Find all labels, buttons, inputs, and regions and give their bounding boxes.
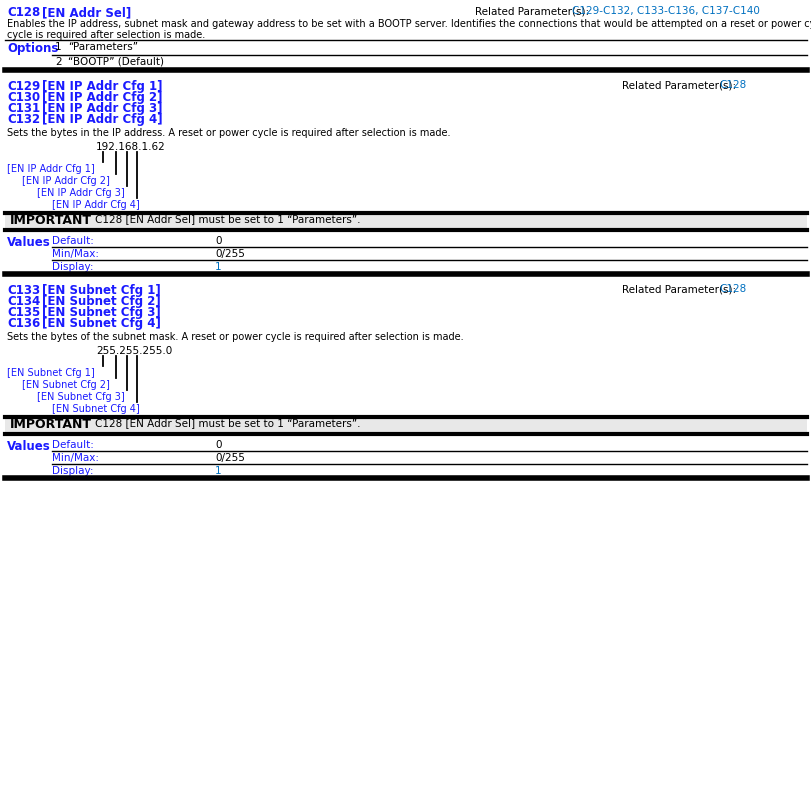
Text: 1: 1 bbox=[215, 262, 221, 272]
Text: [EN Subnet Cfg 1]: [EN Subnet Cfg 1] bbox=[7, 368, 95, 378]
Text: [EN Addr Sel]: [EN Addr Sel] bbox=[42, 6, 131, 19]
Text: C130: C130 bbox=[7, 91, 40, 104]
Text: C128: C128 bbox=[718, 284, 745, 294]
Text: C136: C136 bbox=[7, 317, 41, 330]
Text: 0: 0 bbox=[215, 236, 221, 246]
Text: C129-C132, C133-C136, C137-C140: C129-C132, C133-C136, C137-C140 bbox=[571, 6, 759, 16]
Text: IMPORTANT: IMPORTANT bbox=[10, 418, 92, 431]
Text: [EN Subnet Cfg 3]: [EN Subnet Cfg 3] bbox=[42, 306, 161, 319]
Text: [EN Subnet Cfg 2]: [EN Subnet Cfg 2] bbox=[42, 295, 161, 308]
Text: Min/Max:: Min/Max: bbox=[52, 453, 99, 463]
Text: “Parameters”: “Parameters” bbox=[68, 42, 138, 52]
Bar bbox=[5, 213, 806, 230]
Text: 1: 1 bbox=[215, 466, 221, 476]
Text: IMPORTANT: IMPORTANT bbox=[10, 214, 92, 227]
Text: “BOOTP” (Default): “BOOTP” (Default) bbox=[68, 57, 164, 67]
Text: C128 [EN Addr Sel] must be set to 1 “Parameters”.: C128 [EN Addr Sel] must be set to 1 “Par… bbox=[95, 418, 360, 428]
Text: Values: Values bbox=[7, 236, 51, 249]
Text: [EN IP Addr Cfg 1]: [EN IP Addr Cfg 1] bbox=[42, 80, 162, 93]
Text: 1: 1 bbox=[55, 42, 62, 52]
Text: C134: C134 bbox=[7, 295, 41, 308]
Text: 0/255: 0/255 bbox=[215, 249, 245, 259]
Text: [EN IP Addr Cfg 2]: [EN IP Addr Cfg 2] bbox=[42, 91, 162, 104]
Text: 2: 2 bbox=[55, 57, 62, 67]
Text: Options: Options bbox=[7, 42, 58, 55]
Text: C135: C135 bbox=[7, 306, 41, 319]
Text: Values: Values bbox=[7, 440, 51, 453]
Text: 192.168.1.62: 192.168.1.62 bbox=[96, 142, 165, 152]
Text: [EN Subnet Cfg 4]: [EN Subnet Cfg 4] bbox=[52, 404, 139, 414]
Text: [EN Subnet Cfg 3]: [EN Subnet Cfg 3] bbox=[37, 392, 125, 402]
Text: Sets the bytes of the subnet mask. A reset or power cycle is required after sele: Sets the bytes of the subnet mask. A res… bbox=[7, 332, 463, 342]
Text: Default:: Default: bbox=[52, 236, 94, 246]
Text: C128: C128 bbox=[7, 6, 41, 19]
Text: [EN IP Addr Cfg 3]: [EN IP Addr Cfg 3] bbox=[42, 102, 162, 115]
Text: Related Parameter(s):: Related Parameter(s): bbox=[621, 80, 736, 90]
Text: [EN IP Addr Cfg 1]: [EN IP Addr Cfg 1] bbox=[7, 164, 95, 174]
Text: [EN IP Addr Cfg 3]: [EN IP Addr Cfg 3] bbox=[37, 188, 125, 198]
Text: Default:: Default: bbox=[52, 440, 94, 450]
Text: 0: 0 bbox=[215, 440, 221, 450]
Text: Sets the bytes in the IP address. A reset or power cycle is required after selec: Sets the bytes in the IP address. A rese… bbox=[7, 128, 450, 138]
Text: Related Parameter(s):: Related Parameter(s): bbox=[474, 6, 589, 16]
Text: 0/255: 0/255 bbox=[215, 453, 245, 463]
Text: [EN IP Addr Cfg 2]: [EN IP Addr Cfg 2] bbox=[22, 176, 109, 186]
Text: cycle is required after selection is made.: cycle is required after selection is mad… bbox=[7, 30, 205, 40]
Text: Enables the IP address, subnet mask and gateway address to be set with a BOOTP s: Enables the IP address, subnet mask and … bbox=[7, 19, 811, 29]
Text: Min/Max:: Min/Max: bbox=[52, 249, 99, 259]
Text: [EN IP Addr Cfg 4]: [EN IP Addr Cfg 4] bbox=[42, 113, 162, 126]
Text: C128 [EN Addr Sel] must be set to 1 “Parameters”.: C128 [EN Addr Sel] must be set to 1 “Par… bbox=[95, 214, 360, 224]
Text: C132: C132 bbox=[7, 113, 40, 126]
Text: Related Parameter(s):: Related Parameter(s): bbox=[621, 284, 736, 294]
Text: [EN Subnet Cfg 2]: [EN Subnet Cfg 2] bbox=[22, 380, 109, 390]
Text: Display:: Display: bbox=[52, 262, 93, 272]
Bar bbox=[5, 417, 806, 434]
Text: Display:: Display: bbox=[52, 466, 93, 476]
Text: C128: C128 bbox=[718, 80, 745, 90]
Text: C131: C131 bbox=[7, 102, 40, 115]
Text: C129: C129 bbox=[7, 80, 41, 93]
Text: [EN Subnet Cfg 1]: [EN Subnet Cfg 1] bbox=[42, 284, 161, 297]
Text: [EN Subnet Cfg 4]: [EN Subnet Cfg 4] bbox=[42, 317, 161, 330]
Text: 255.255.255.0: 255.255.255.0 bbox=[96, 346, 172, 356]
Text: C133: C133 bbox=[7, 284, 40, 297]
Text: [EN IP Addr Cfg 4]: [EN IP Addr Cfg 4] bbox=[52, 200, 139, 210]
